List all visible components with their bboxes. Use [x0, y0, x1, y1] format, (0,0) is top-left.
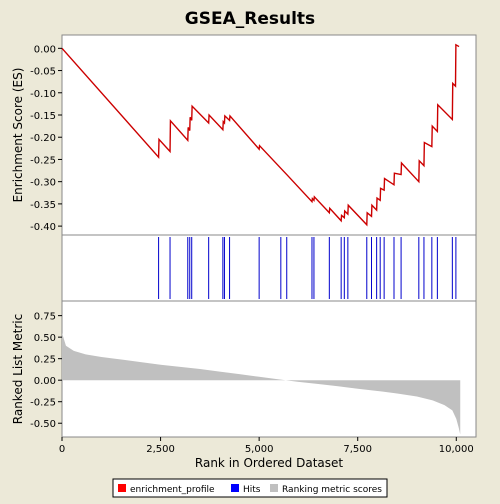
legend: enrichment_profile Hits Ranking metric s…: [112, 478, 388, 498]
legend-swatch-hits: [231, 484, 239, 492]
legend-box: [112, 478, 388, 498]
es-y-tick-label: -0.30: [30, 178, 56, 189]
enrichment-profile-line: [61, 43, 460, 227]
ranking-metric-area: [62, 332, 461, 435]
axes-layer: 0.00 -0.05 -0.10 -0.15 -0.20 -0.25 -0.30 -0.35 -…: [30, 44, 474, 455]
chart-title: GSEA_Results: [185, 9, 315, 29]
es-y-tick-label: -0.15: [30, 111, 56, 122]
legend-label-metric: Ranking metric scores: [282, 485, 382, 495]
legend-swatch-metric: [270, 484, 278, 492]
hits-layer: [158, 237, 457, 299]
metric-y-tick-label: -0.25: [30, 398, 56, 409]
x-tick-label: 5,000: [245, 444, 274, 455]
x-tick-label: 10,000: [439, 444, 474, 455]
hits-panel-frame: [61, 234, 477, 302]
legend-label-enrichment: enrichment_profile: [130, 485, 215, 495]
metric-y-tick-label: 0.50: [34, 333, 56, 344]
metric-layer: [62, 332, 461, 435]
es-y-tick-label: 0.00: [34, 44, 56, 55]
metric-y-tick-label: 0.75: [34, 312, 56, 323]
x-tick-label: 0: [59, 444, 65, 455]
metric-y-tick-label: 0.25: [34, 355, 56, 366]
es-y-tick-label: -0.40: [30, 222, 56, 233]
es-y-tick-label: -0.20: [30, 133, 56, 144]
x-axis-label: Rank in Ordered Dataset: [195, 456, 343, 470]
metric-y-tick-label: 0.00: [34, 376, 56, 387]
x-tick-label: 7,500: [343, 444, 372, 455]
es-y-tick-label: -0.35: [30, 200, 56, 211]
es-y-axis-label: Enrichment Score (ES): [11, 68, 25, 203]
legend-swatch-enrichment: [118, 484, 126, 492]
x-tick-label: 2,500: [146, 444, 175, 455]
legend-label-hits: Hits: [243, 485, 261, 495]
es-layer: [61, 43, 460, 227]
es-y-tick-label: -0.10: [30, 89, 56, 100]
metric-y-axis-label: Ranked List Metric: [11, 314, 25, 424]
es-y-tick-label: -0.25: [30, 155, 56, 166]
es-y-tick-label: -0.05: [30, 67, 56, 78]
es-panel-frame: [61, 34, 477, 236]
metric-y-tick-label: -0.50: [30, 419, 56, 430]
